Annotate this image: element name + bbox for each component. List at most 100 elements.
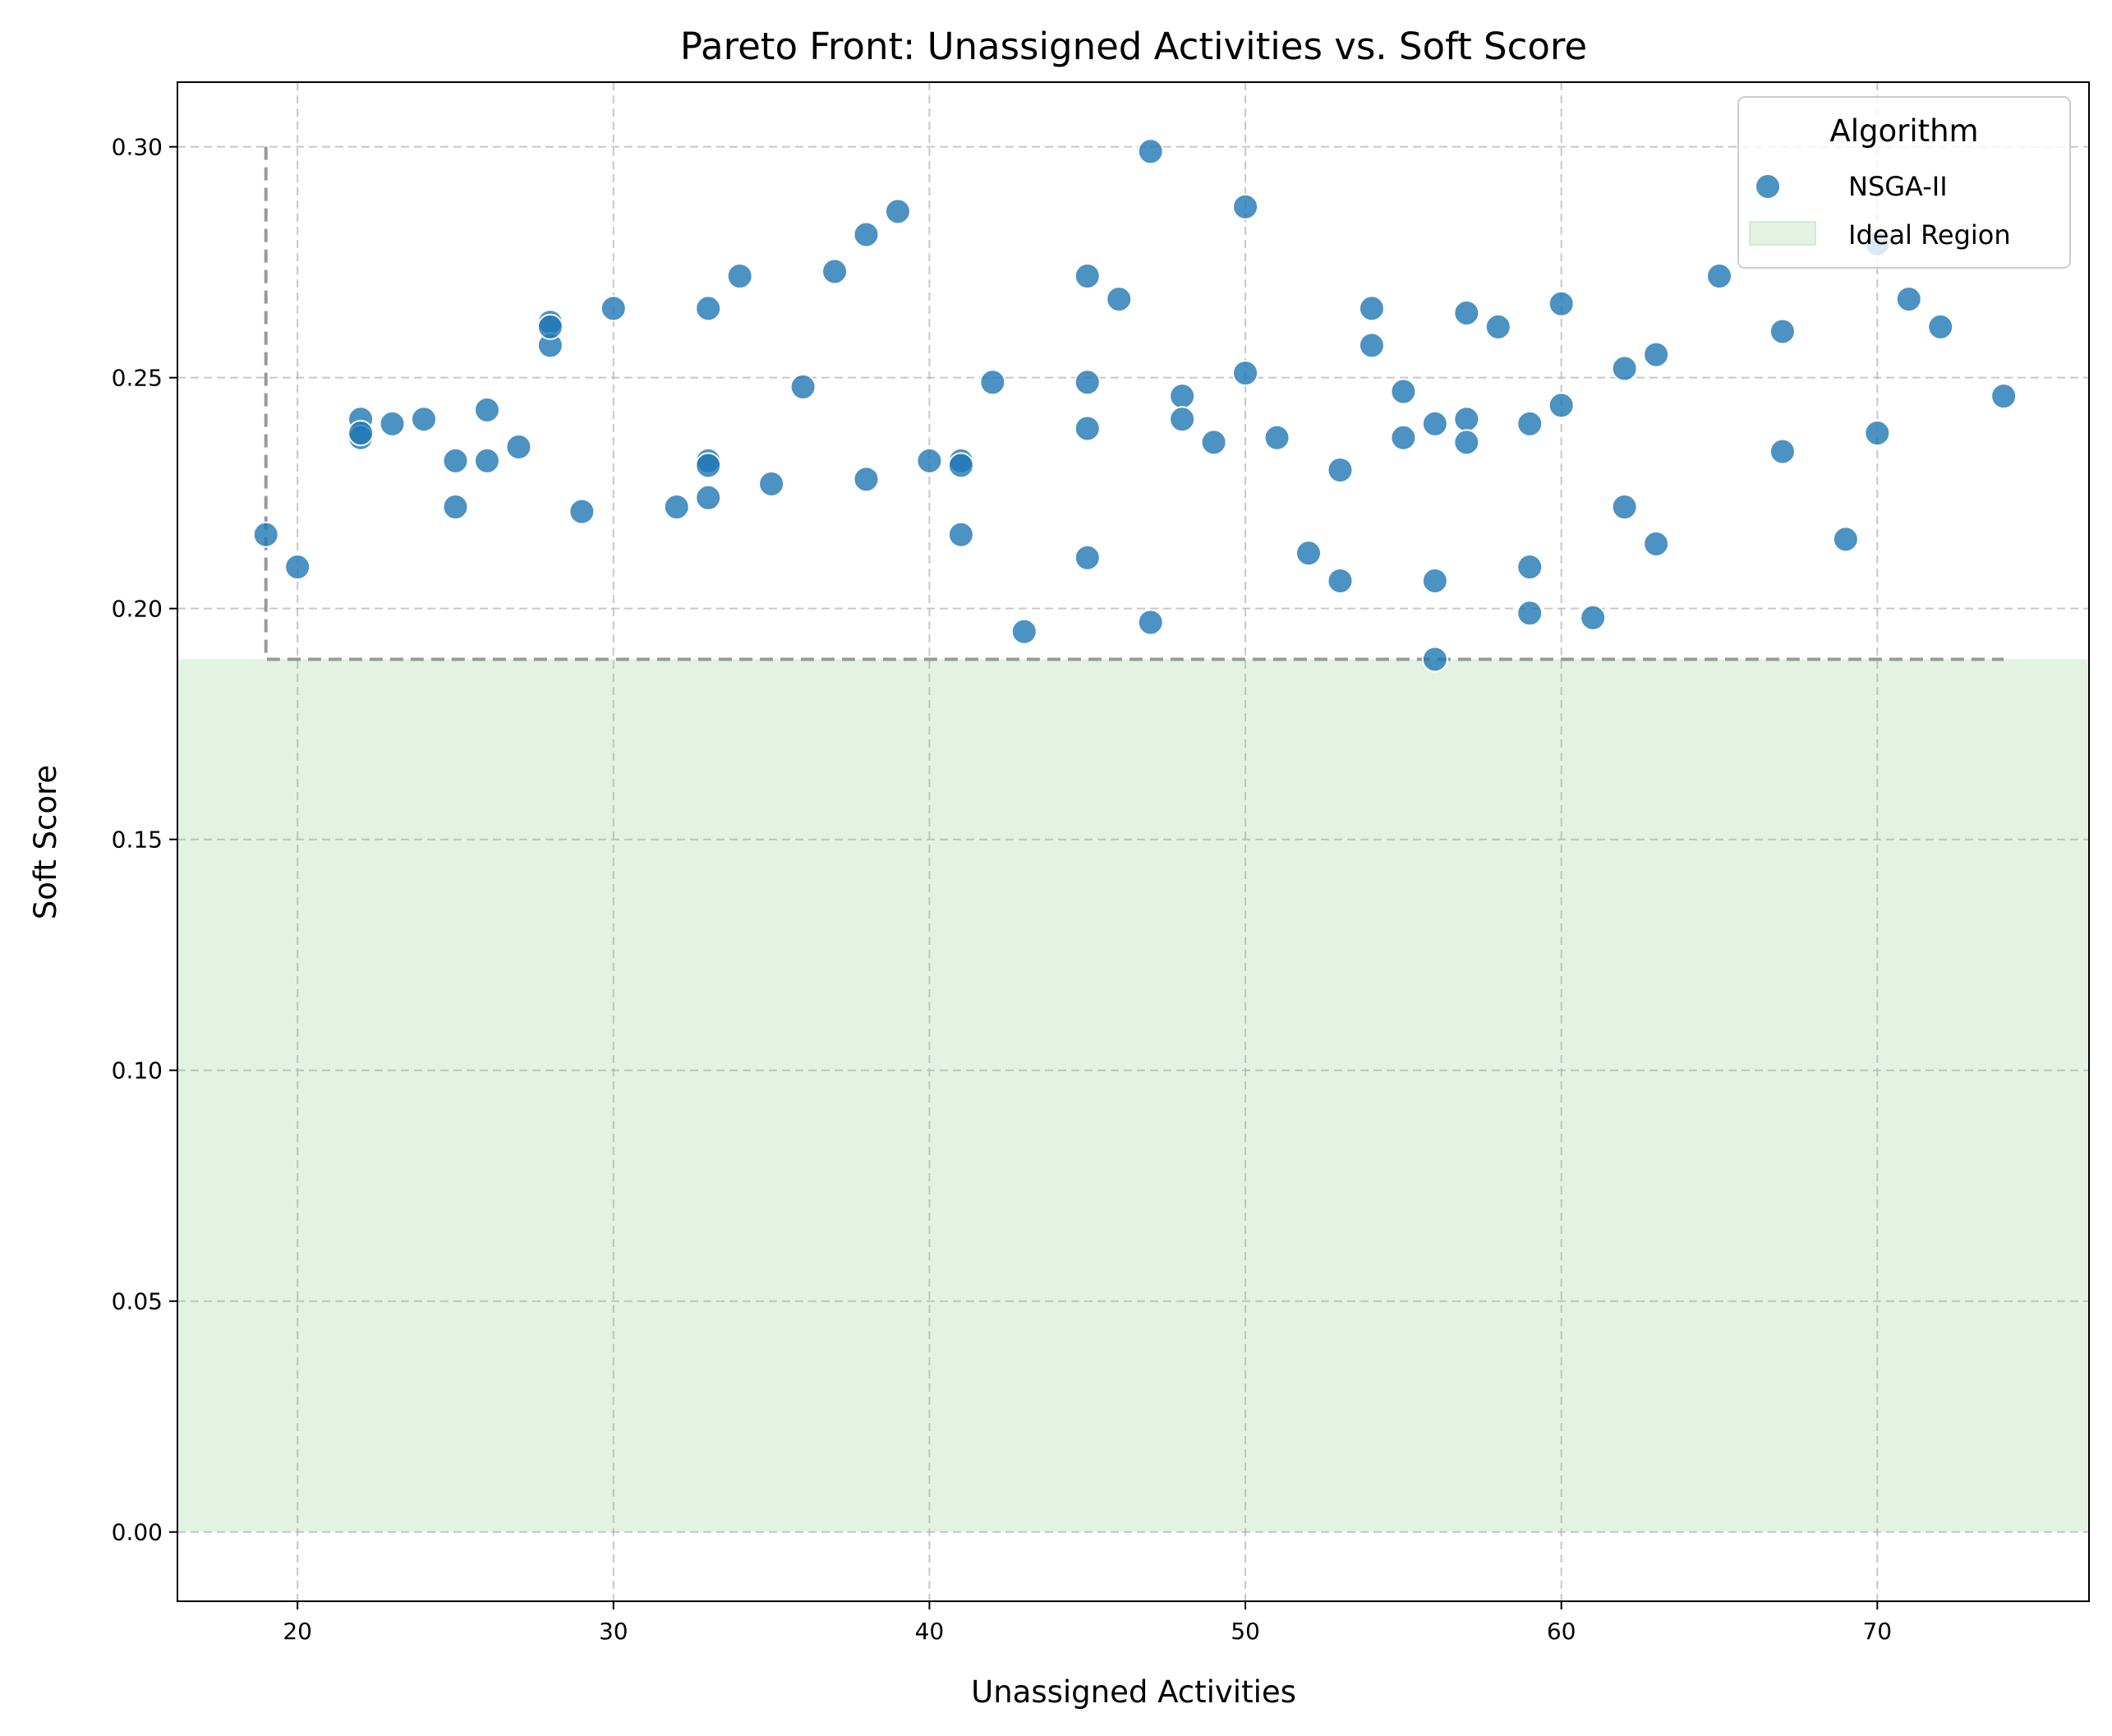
chart-title: Pareto Front: Unassigned Activities vs. … — [680, 25, 1587, 68]
scatter-point — [726, 263, 753, 290]
scatter-point — [1643, 531, 1670, 558]
scatter-point — [505, 433, 532, 460]
scatter-point — [1390, 378, 1417, 405]
scatter-point — [1516, 410, 1544, 437]
scatter-point — [411, 406, 438, 433]
y-axis-title: Soft Score — [28, 765, 63, 919]
scatter-point — [284, 554, 311, 581]
x-axis-title: Unassigned Activities — [971, 1674, 1296, 1710]
scatter-point — [1295, 540, 1322, 567]
scatter-point — [1864, 420, 1891, 447]
scatter-point — [1232, 193, 1259, 220]
scatter-point — [1074, 369, 1101, 396]
y-tick-label: 0.10 — [112, 1057, 163, 1084]
legend-label-nsga-ii: NSGA-II — [1848, 171, 1948, 202]
scatter-point — [1548, 290, 1575, 317]
x-tick-label: 20 — [283, 1618, 312, 1645]
scatter-point — [1074, 544, 1101, 571]
scatter-point — [1484, 313, 1512, 340]
scatter-point — [916, 447, 943, 474]
scatter-point — [1358, 295, 1385, 322]
scatter-point — [1106, 286, 1133, 313]
ideal-region-layer — [178, 659, 2088, 1532]
scatter-point — [568, 498, 596, 525]
scatter-point — [600, 295, 627, 322]
scatter-point — [695, 452, 722, 479]
scatter-point — [1453, 429, 1480, 456]
y-tick-label: 0.25 — [112, 365, 163, 392]
scatter-point — [1263, 424, 1291, 451]
scatter-point — [1516, 600, 1544, 627]
scatter-point — [1927, 313, 1954, 340]
scatter-point — [347, 420, 375, 447]
x-tick-label: 60 — [1547, 1618, 1576, 1645]
scatter-point — [853, 466, 880, 493]
scatter-point — [1548, 392, 1575, 419]
scatter-point — [1327, 457, 1354, 484]
legend-title: Algorithm — [1829, 113, 1978, 149]
scatter-point — [1010, 618, 1038, 645]
y-tick-label: 0.20 — [112, 596, 163, 623]
y-tick-label: 0.00 — [112, 1519, 163, 1546]
scatter-point — [1137, 138, 1164, 165]
scatter-point — [379, 410, 406, 437]
scatter-point — [1074, 415, 1101, 442]
scatter-point — [821, 258, 849, 285]
scatter-point — [1832, 526, 1859, 553]
ideal-region-band — [178, 659, 2088, 1532]
scatter-point — [473, 397, 500, 424]
scatter-point — [1990, 383, 2018, 410]
scatter-point — [853, 221, 880, 248]
scatter-point — [1200, 429, 1227, 456]
scatter-point — [1643, 341, 1670, 368]
legend-swatch-ideal-region — [1749, 221, 1816, 246]
scatter-point — [1358, 332, 1385, 359]
scatter-point — [695, 484, 722, 511]
scatter-point — [1895, 286, 1922, 313]
scatter-point — [1705, 263, 1732, 290]
scatter-point — [1580, 604, 1607, 631]
scatter-point — [979, 369, 1006, 396]
scatter-point — [1769, 318, 1796, 345]
scatter-point — [442, 494, 469, 521]
scatter-point — [1327, 567, 1354, 594]
scatter-point — [1421, 646, 1448, 673]
x-tick-label: 50 — [1231, 1618, 1260, 1645]
x-tick-label: 30 — [599, 1618, 628, 1645]
scatter-point — [789, 373, 817, 400]
legend-label-ideal-region: Ideal Region — [1848, 219, 2011, 251]
scatter-point — [473, 447, 500, 474]
legend-box — [1737, 96, 2071, 269]
scatter-point — [884, 198, 911, 225]
y-tick-label: 0.05 — [112, 1288, 163, 1315]
legend: Algorithm NSGA-II Ideal Region — [1737, 96, 2071, 269]
plot-area — [177, 81, 2090, 1602]
scatter-point — [1516, 554, 1544, 581]
scatter-point — [1769, 438, 1796, 465]
scatter-point — [442, 447, 469, 474]
scatter-point — [1074, 263, 1101, 290]
scatter-point — [1421, 567, 1448, 594]
y-tick-label: 0.30 — [112, 134, 163, 161]
scatter-point — [1611, 494, 1638, 521]
y-tick-label: 0.15 — [112, 827, 163, 854]
scatter-point — [536, 313, 564, 340]
y-axis: 0.00 0.05 0.10 0.15 0.20 0.25 0.30 — [112, 134, 177, 1546]
scatter-point — [947, 452, 974, 479]
scatter-point — [663, 494, 690, 521]
x-axis: 20 30 40 50 60 70 — [283, 1601, 1892, 1645]
scatter-point — [1169, 406, 1196, 433]
plot-frame — [177, 81, 2090, 1602]
scatter-point — [1611, 355, 1638, 382]
scatter-point — [695, 295, 722, 322]
scatter-point — [758, 470, 785, 497]
scatter-point — [1232, 360, 1259, 387]
scatter-point — [1453, 300, 1480, 327]
x-tick-label: 70 — [1862, 1618, 1892, 1645]
grid-layer — [177, 82, 2089, 1601]
scatter-point — [947, 521, 974, 548]
scatter-point — [1421, 410, 1448, 437]
scatter-point — [252, 521, 279, 548]
x-tick-label: 40 — [915, 1618, 945, 1645]
